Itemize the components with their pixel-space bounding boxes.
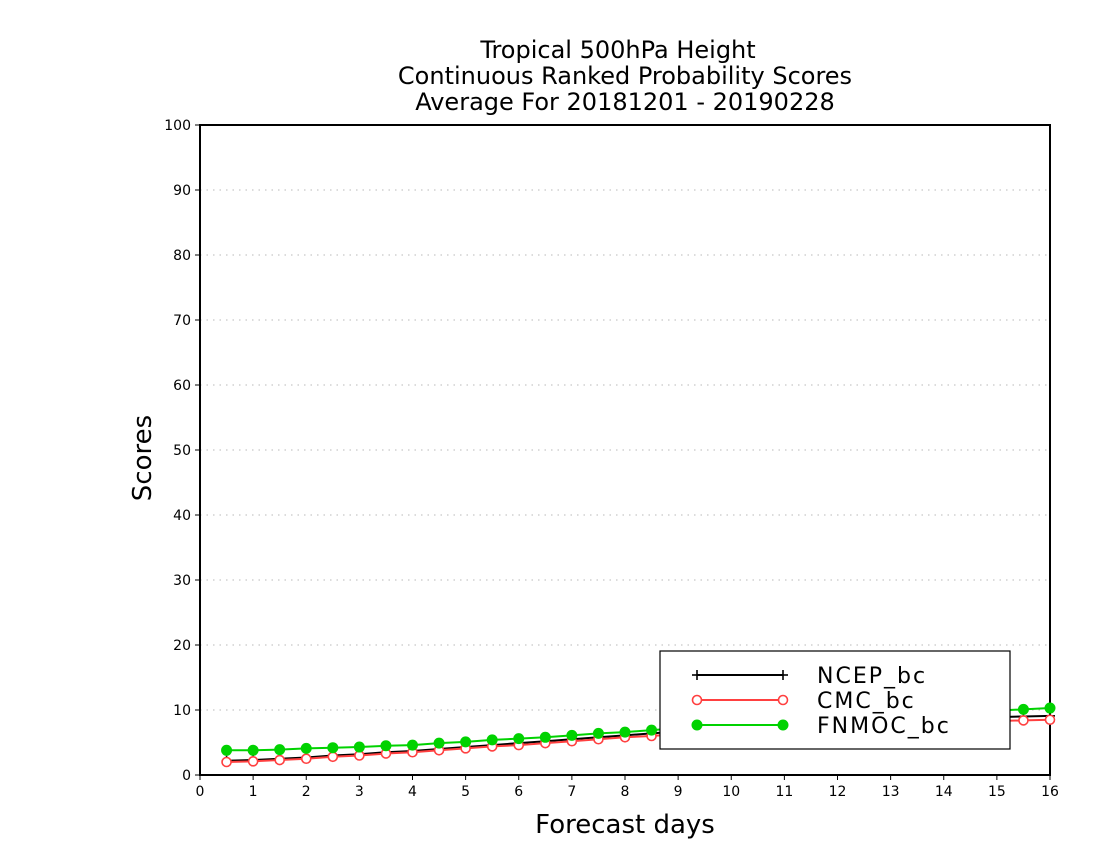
data-point (247, 756, 259, 767)
y-tick-label: 100 (164, 118, 191, 134)
data-point (460, 736, 472, 748)
data-point (221, 744, 233, 756)
x-tick-label: 14 (935, 784, 953, 800)
x-tick-label: 12 (829, 784, 847, 800)
y-tick-label: 90 (173, 183, 191, 199)
x-tick-label: 11 (775, 784, 793, 800)
x-tick-label: 10 (722, 784, 740, 800)
data-point (1044, 702, 1056, 714)
legend-marker (778, 670, 788, 680)
data-point (380, 740, 392, 752)
x-tick-label: 2 (302, 784, 311, 800)
y-axis-ticks: 0 10 20 30 40 50 60 70 80 90 100 (164, 118, 200, 784)
x-tick-label: 15 (988, 784, 1006, 800)
x-tick-label: 7 (567, 784, 576, 800)
data-point (274, 744, 286, 756)
data-point (353, 741, 365, 753)
data-point (300, 742, 312, 754)
x-tick-label: 16 (1041, 784, 1059, 800)
legend-marker (777, 694, 789, 706)
legend-marker (777, 719, 789, 731)
data-point (539, 731, 551, 743)
x-tick-label: 8 (621, 784, 630, 800)
x-axis-title: Forecast days (535, 810, 715, 840)
data-point (646, 724, 658, 736)
y-tick-label: 10 (173, 703, 191, 719)
chart-title-line-2: Continuous Ranked Probability Scores (398, 62, 852, 90)
legend-entry: CMC_bc (691, 689, 916, 714)
x-tick-label: 4 (408, 784, 417, 800)
y-tick-label: 80 (173, 248, 191, 264)
legend-entry: FNMOC_bc (691, 714, 951, 739)
data-point (327, 751, 339, 763)
data-point (592, 727, 604, 739)
legend-entry: NCEP_bc (692, 664, 927, 689)
data-point (1044, 714, 1056, 726)
data-point (300, 753, 312, 765)
legend-marker (692, 670, 702, 680)
y-axis-title: Scores (128, 415, 158, 501)
chart-title-line-1: Tropical 500hPa Height (479, 36, 755, 64)
x-tick-label: 5 (461, 784, 470, 800)
chart-title: Tropical 500hPa Height Continuous Ranked… (398, 36, 852, 116)
data-point (274, 754, 285, 766)
data-point (566, 729, 578, 741)
data-point (433, 737, 445, 749)
x-tick-label: 13 (882, 784, 900, 800)
y-tick-label: 60 (173, 378, 191, 394)
y-tick-label: 50 (173, 443, 191, 459)
legend-marker (691, 719, 703, 731)
data-point (619, 726, 631, 738)
y-tick-label: 30 (173, 573, 191, 589)
y-tick-label: 0 (182, 768, 191, 784)
x-tick-label: 0 (196, 784, 205, 800)
x-tick-label: 3 (355, 784, 364, 800)
data-point (327, 742, 339, 754)
legend-label: CMC_bc (817, 689, 916, 714)
data-point (513, 733, 525, 745)
data-point (247, 744, 259, 756)
data-point (486, 734, 498, 746)
y-tick-label: 20 (173, 638, 191, 654)
legend-label: NCEP_bc (817, 664, 927, 689)
data-point (1018, 715, 1029, 726)
x-axis-ticks: 0 1 2 3 4 5 6 7 8 9 10 11 12 13 14 15 16 (196, 775, 1059, 800)
y-tick-label: 70 (173, 313, 191, 329)
data-point (407, 739, 418, 751)
data-point (1017, 703, 1029, 715)
legend-marker (691, 694, 703, 706)
data-point (221, 756, 232, 768)
x-tick-label: 6 (514, 784, 523, 800)
x-tick-label: 1 (249, 784, 258, 800)
chart-title-line-3: Average For 20181201 - 20190228 (415, 88, 835, 116)
grid-lines (200, 189, 1050, 711)
legend-label: FNMOC_bc (817, 714, 951, 739)
y-tick-label: 40 (173, 508, 191, 524)
x-tick-label: 9 (674, 784, 683, 800)
